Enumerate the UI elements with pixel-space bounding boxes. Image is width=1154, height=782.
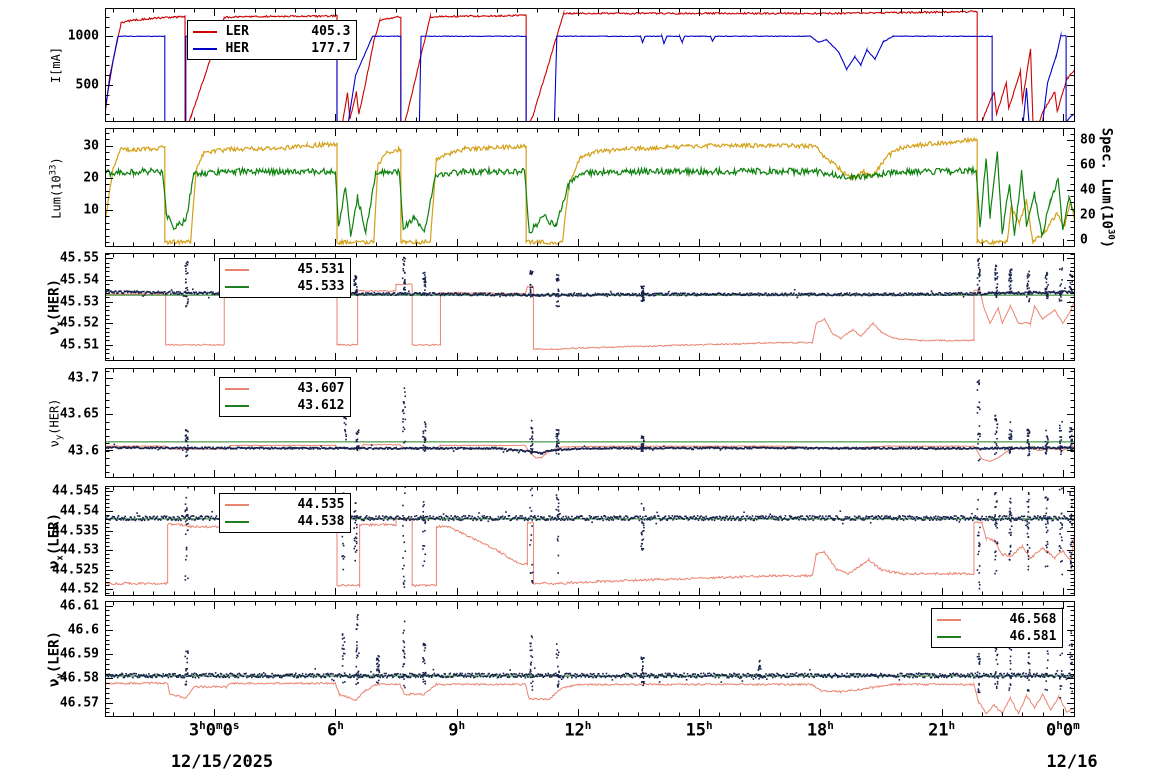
panel-nuy-ler-ytick-label: 46.57 <box>59 695 99 711</box>
legend-entry: HER 177.7 <box>193 40 350 57</box>
legend-value: 46.581 <box>1009 629 1057 644</box>
legend-line-sample <box>225 404 250 407</box>
panel-beam-current-legend: LER 405.3 HER 177.7 <box>187 20 358 60</box>
legend-entry: 46.581 <box>937 628 1056 645</box>
panel-nuy-her-ytick-label: 43.6 <box>67 443 99 458</box>
panel-nux-ler-ytick-label: 44.53 <box>59 542 99 558</box>
panel-nux-ler-ytick-label: 44.52 <box>59 581 99 597</box>
panel-nuy-ler-ylabel: νy(LER) <box>46 630 66 688</box>
x-axis-tick-label: 15h <box>685 719 713 741</box>
legend-label: LER <box>225 24 249 39</box>
x-axis-date-start: 12/15/2025 <box>170 752 274 772</box>
x-axis-tick-label: 3h0m0s <box>188 719 240 741</box>
legend-line-sample <box>225 268 250 271</box>
legend-value: 43.612 <box>297 398 345 413</box>
panel-nuy-her-ytick-label: 43.65 <box>59 406 99 422</box>
legend-entry: 45.533 <box>225 278 344 295</box>
legend-entry: 44.535 <box>225 496 344 513</box>
panel-nux-her-ylabel: νx(HER) <box>46 278 66 336</box>
panel-nux-ler-ylabel: νx(LER) <box>46 512 66 570</box>
legend-value: 45.533 <box>297 279 345 294</box>
panel-nux-her-ytick-label: 45.53 <box>59 294 99 310</box>
x-axis-tick-label: 6h <box>326 719 344 741</box>
panel-luminosity-ytick-label: 20 <box>83 170 99 186</box>
legend-line-sample <box>937 635 962 638</box>
legend-line-sample <box>193 30 218 33</box>
panel-beam-current-ytick-label: 500 <box>75 77 99 93</box>
panel-luminosity-ylabel: Lum(1033) <box>48 156 64 219</box>
panel-beam-current-ylabel: I[mA] <box>49 46 63 84</box>
panel-nux-ler-ytick-label: 44.54 <box>59 503 99 519</box>
legend-entry: 45.531 <box>225 261 344 278</box>
legend-entry: 43.612 <box>225 397 344 414</box>
panel-nux-ler-ytick-label: 44.525 <box>52 562 99 578</box>
panel-nux-ler-ytick-label: 44.535 <box>52 523 99 539</box>
legend-line-sample <box>193 47 218 50</box>
legend-line-sample <box>225 520 250 523</box>
right-axis-label: Spec. Lum(1030) <box>1098 127 1116 248</box>
right-axis-tick-label: 60 <box>1080 157 1096 173</box>
panel-nuy-ler-ytick-label: 46.61 <box>59 598 99 614</box>
x-axis-date-end: 12/16 <box>1046 752 1098 772</box>
legend-entry: 44.538 <box>225 513 344 530</box>
legend-entry: LER 405.3 <box>193 23 350 40</box>
legend-value: 46.568 <box>1009 612 1057 627</box>
legend-entry: 43.607 <box>225 380 344 397</box>
right-axis-tick-label: 0 <box>1080 232 1088 248</box>
panel-beam-current-ytick-label: 1000 <box>67 28 99 44</box>
legend-label: HER <box>225 41 249 56</box>
panel-nuy-her-ytick-label: 43.7 <box>67 370 99 386</box>
panel-nuy-ler-legend: 46.568 46.581 <box>931 608 1064 648</box>
right-axis-tick-label: 40 <box>1080 182 1096 198</box>
panel-nuy-ler-canvas <box>105 601 1075 717</box>
legend-value: 177.7 <box>311 41 351 56</box>
panel-nux-her-ytick-label: 45.52 <box>59 315 99 331</box>
panel-luminosity-ytick-label: 10 <box>83 202 99 218</box>
panel-luminosity-ytick-label: 30 <box>83 138 99 154</box>
legend-value: 45.531 <box>297 262 345 277</box>
panel-nux-her-ytick-label: 45.54 <box>59 272 99 288</box>
panel-nuy-ler-ytick-label: 46.58 <box>59 670 99 686</box>
legend-value: 43.607 <box>297 381 345 396</box>
legend-line-sample <box>225 387 250 390</box>
x-axis-tick-label: 12h <box>564 719 592 741</box>
panel-nuy-ler-ytick-label: 46.6 <box>67 622 99 638</box>
right-axis-tick-label: 20 <box>1080 207 1096 223</box>
panel-nux-her-ytick-label: 45.55 <box>59 250 99 266</box>
legend-line-sample <box>225 285 250 288</box>
panel-nux-her-legend: 45.531 45.533 <box>219 258 352 298</box>
legend-entry: 46.568 <box>937 611 1056 628</box>
x-axis-tick-label: 21h <box>928 719 956 741</box>
legend-value: 44.538 <box>297 514 345 529</box>
legend-line-sample <box>937 618 962 621</box>
panel-nux-ler-ytick-label: 44.545 <box>52 483 99 499</box>
legend-line-sample <box>225 503 250 506</box>
panel-nux-ler-legend: 44.535 44.538 <box>219 493 352 533</box>
panel-nuy-her-ylabel: νy(HER) <box>47 398 65 448</box>
panel-nuy-her-legend: 43.607 43.612 <box>219 377 352 417</box>
legend-value: 44.535 <box>297 497 345 512</box>
x-axis-tick-label: 18h <box>806 719 834 741</box>
right-axis-tick-label: 80 <box>1080 132 1096 148</box>
legend-value: 405.3 <box>311 24 351 39</box>
x-axis-tick-label: 9h <box>448 719 466 741</box>
x-axis-tick-label: 0h0m <box>1046 719 1080 741</box>
panel-nuy-ler-ytick-label: 46.59 <box>59 646 99 662</box>
panel-luminosity-canvas <box>105 128 1075 247</box>
panel-nux-her-ytick-label: 45.51 <box>59 337 99 353</box>
